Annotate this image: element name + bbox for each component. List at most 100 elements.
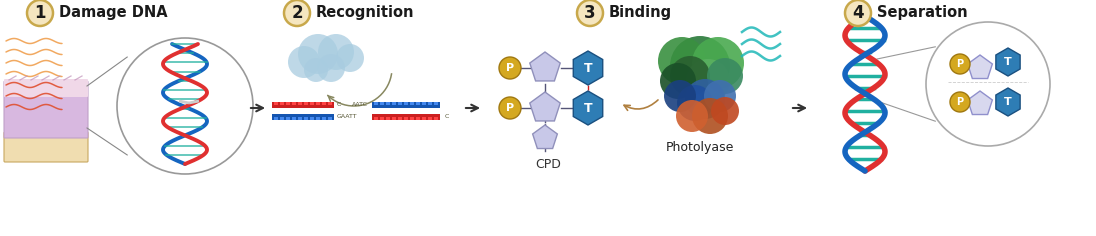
Text: P: P xyxy=(957,59,963,69)
Circle shape xyxy=(692,98,728,134)
Text: 3: 3 xyxy=(584,4,596,22)
Polygon shape xyxy=(996,48,1020,76)
Text: T: T xyxy=(584,101,592,114)
Polygon shape xyxy=(968,55,992,79)
FancyBboxPatch shape xyxy=(4,79,88,97)
Polygon shape xyxy=(529,52,560,81)
Bar xyxy=(279,102,284,105)
Bar xyxy=(416,117,420,120)
Bar xyxy=(322,102,326,105)
Text: P: P xyxy=(506,63,514,73)
Circle shape xyxy=(660,63,696,99)
Text: C: C xyxy=(336,102,341,108)
Bar xyxy=(429,102,432,105)
Circle shape xyxy=(950,92,970,112)
Bar xyxy=(274,117,278,120)
Circle shape xyxy=(288,46,320,78)
Polygon shape xyxy=(533,125,558,148)
Bar xyxy=(274,102,278,105)
Circle shape xyxy=(317,54,345,82)
Polygon shape xyxy=(573,91,603,125)
Text: T: T xyxy=(584,62,592,75)
Bar xyxy=(286,117,290,120)
Text: P: P xyxy=(957,97,963,107)
Bar xyxy=(304,117,308,120)
Bar xyxy=(298,117,302,120)
Bar xyxy=(404,117,408,120)
Bar xyxy=(372,114,439,120)
Bar xyxy=(310,102,313,105)
Circle shape xyxy=(318,34,354,70)
Bar xyxy=(422,117,426,120)
Bar xyxy=(328,117,332,120)
Bar xyxy=(380,117,384,120)
Circle shape xyxy=(670,36,730,96)
Text: Damage DNA: Damage DNA xyxy=(59,5,168,21)
Bar xyxy=(422,102,426,105)
Circle shape xyxy=(711,97,739,125)
Circle shape xyxy=(284,0,310,26)
Bar xyxy=(416,102,420,105)
Bar xyxy=(386,102,390,105)
Polygon shape xyxy=(573,51,603,85)
Text: 2: 2 xyxy=(292,4,302,22)
Bar xyxy=(398,117,402,120)
Text: T: T xyxy=(1004,57,1012,67)
Circle shape xyxy=(704,80,737,112)
Text: 1: 1 xyxy=(34,4,46,22)
Text: AATC: AATC xyxy=(352,102,368,108)
Text: CPD: CPD xyxy=(535,157,561,170)
Bar xyxy=(328,102,332,105)
Text: Recognition: Recognition xyxy=(316,5,414,21)
Circle shape xyxy=(298,34,338,74)
Bar xyxy=(404,102,408,105)
Circle shape xyxy=(685,79,724,119)
Bar xyxy=(392,117,396,120)
Polygon shape xyxy=(968,91,992,114)
Bar xyxy=(279,117,284,120)
Bar xyxy=(434,102,438,105)
Bar xyxy=(304,102,308,105)
Circle shape xyxy=(664,80,696,112)
Bar xyxy=(398,102,402,105)
Text: Binding: Binding xyxy=(609,5,672,21)
Bar xyxy=(316,117,320,120)
Circle shape xyxy=(845,0,871,26)
Bar xyxy=(380,102,384,105)
Bar xyxy=(410,117,414,120)
Bar xyxy=(286,102,290,105)
Circle shape xyxy=(926,22,1050,146)
Text: T: T xyxy=(1004,97,1012,107)
Bar xyxy=(310,117,313,120)
Circle shape xyxy=(499,57,521,79)
FancyBboxPatch shape xyxy=(4,132,88,162)
Circle shape xyxy=(707,58,743,94)
Bar xyxy=(316,102,320,105)
Circle shape xyxy=(27,0,53,26)
Bar xyxy=(298,102,302,105)
Circle shape xyxy=(336,44,364,72)
Circle shape xyxy=(117,38,253,174)
Circle shape xyxy=(692,37,744,89)
Circle shape xyxy=(576,0,603,26)
Text: Separation: Separation xyxy=(877,5,968,21)
Bar xyxy=(272,114,334,120)
Bar xyxy=(322,117,326,120)
Circle shape xyxy=(670,56,710,96)
Bar xyxy=(292,102,296,105)
Bar xyxy=(372,102,439,108)
Circle shape xyxy=(304,58,328,82)
Circle shape xyxy=(499,97,521,119)
Bar xyxy=(386,117,390,120)
Circle shape xyxy=(658,37,706,85)
Polygon shape xyxy=(996,88,1020,116)
Bar xyxy=(410,102,414,105)
Text: GAATT: GAATT xyxy=(336,114,357,119)
Text: 4: 4 xyxy=(853,4,864,22)
Bar xyxy=(272,102,334,108)
Text: P: P xyxy=(506,103,514,113)
Bar xyxy=(374,102,378,105)
Text: C: C xyxy=(445,114,449,119)
Bar xyxy=(374,117,378,120)
Circle shape xyxy=(686,59,730,103)
